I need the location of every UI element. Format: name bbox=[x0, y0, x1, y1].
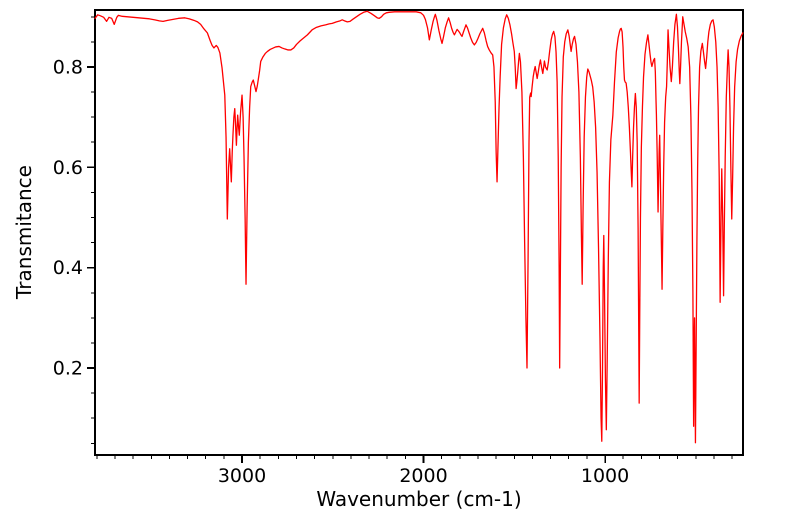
x-axis-title: Wavenumber (cm-1) bbox=[316, 487, 521, 511]
x-tick-label: 1000 bbox=[581, 465, 629, 487]
axis-ticks bbox=[87, 16, 733, 463]
axis-tick-labels: 3000 2000 1000 0.8 0.6 0.4 0.2 bbox=[53, 56, 629, 487]
y-tick-label: 0.8 bbox=[53, 56, 83, 78]
y-tick-label: 0.2 bbox=[53, 358, 83, 380]
y-tick-label: 0.6 bbox=[53, 157, 83, 179]
spectrum-line bbox=[94, 10, 744, 444]
x-tick-label: 3000 bbox=[218, 465, 266, 487]
x-tick-label: 2000 bbox=[399, 465, 447, 487]
y-tick-label: 0.4 bbox=[53, 257, 83, 279]
plot-border bbox=[94, 9, 744, 456]
y-axis-title: Transmitance bbox=[12, 165, 36, 300]
